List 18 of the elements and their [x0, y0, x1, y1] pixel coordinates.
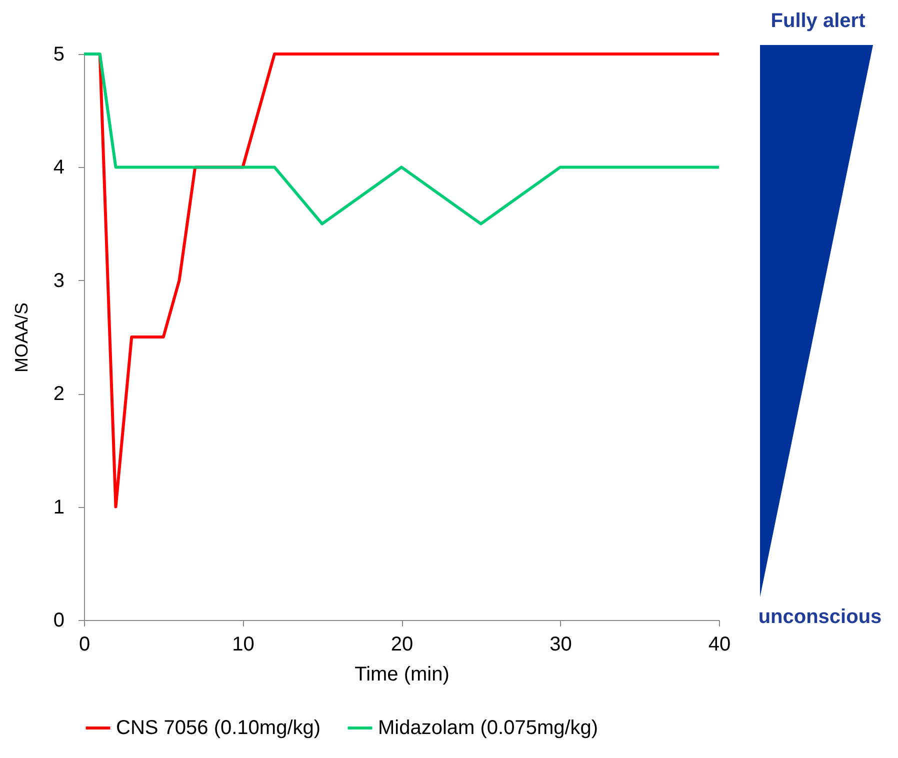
legend-label: CNS 7056 (0.10mg/kg)	[116, 717, 321, 739]
text: Fully alert	[770, 10, 866, 33]
x-tick-label: 10	[232, 634, 254, 656]
x-tick-label: 30	[550, 634, 572, 656]
y-tick-label: 5	[53, 44, 64, 66]
y-tick-label: 3	[53, 270, 64, 292]
text: unconscious	[758, 606, 882, 629]
y-tick-label: 0	[53, 610, 64, 632]
y-tick-label: 2	[53, 383, 64, 406]
x-axis-title: Time (min)	[354, 664, 450, 686]
y-axis-title: MOAA/S	[11, 302, 32, 373]
y-tick-label: 1	[53, 496, 64, 518]
line-series	[98, 52, 720, 508]
y-tick-label: 4	[53, 156, 64, 179]
x-tick-label: 0	[78, 634, 90, 656]
x-tick-label: 20	[390, 634, 414, 656]
x-tick-label: 40	[708, 634, 731, 656]
legend-label: Midazolam (0.075mg/kg)	[378, 717, 598, 739]
